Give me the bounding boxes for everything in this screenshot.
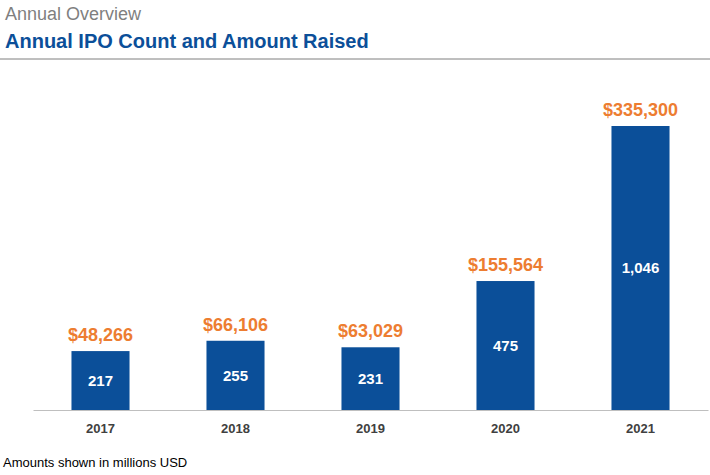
bar	[476, 281, 534, 410]
count-label: 217	[88, 372, 113, 389]
count-label: 255	[223, 367, 248, 384]
x-axis-line	[34, 410, 709, 411]
x-tick: 2018	[221, 410, 250, 436]
x-tick-label: 2021	[626, 421, 655, 436]
x-axis: 2017 2018 2019 2020 2021	[34, 410, 709, 436]
count-label: 475	[493, 337, 518, 354]
amount-label: $48,266	[68, 325, 133, 345]
bar	[611, 126, 669, 410]
x-tick-label: 2018	[221, 421, 250, 436]
chart: Annual Overview Annual IPO Count and Amou…	[0, 0, 710, 475]
bar	[71, 351, 129, 410]
x-tick-label: 2017	[86, 421, 115, 436]
x-tick: 2021	[626, 410, 655, 436]
amount-label: $66,106	[203, 315, 268, 335]
amount-label: $335,300	[603, 100, 678, 120]
title: Annual IPO Count and Amount Raised	[5, 30, 369, 52]
x-tick: 2019	[356, 410, 385, 436]
bar	[341, 347, 399, 410]
x-tick-label: 2020	[491, 421, 520, 436]
bar	[206, 341, 264, 410]
bars	[71, 126, 669, 410]
x-tick: 2017	[86, 410, 115, 436]
x-tick-label: 2019	[356, 421, 385, 436]
separator	[0, 59, 710, 60]
note: Amounts shown in millions USD	[3, 455, 187, 470]
count-label: 1,046	[622, 259, 660, 276]
x-tick: 2020	[491, 410, 520, 436]
count-label: 231	[358, 370, 383, 387]
header: Annual Overview	[5, 4, 142, 24]
amount-label: $63,029	[338, 321, 403, 341]
data-labels: 217 255 231 475 1,046 $48,266 $66,106 $63,029 $1…	[68, 100, 678, 389]
amount-label: $155,564	[468, 255, 543, 275]
